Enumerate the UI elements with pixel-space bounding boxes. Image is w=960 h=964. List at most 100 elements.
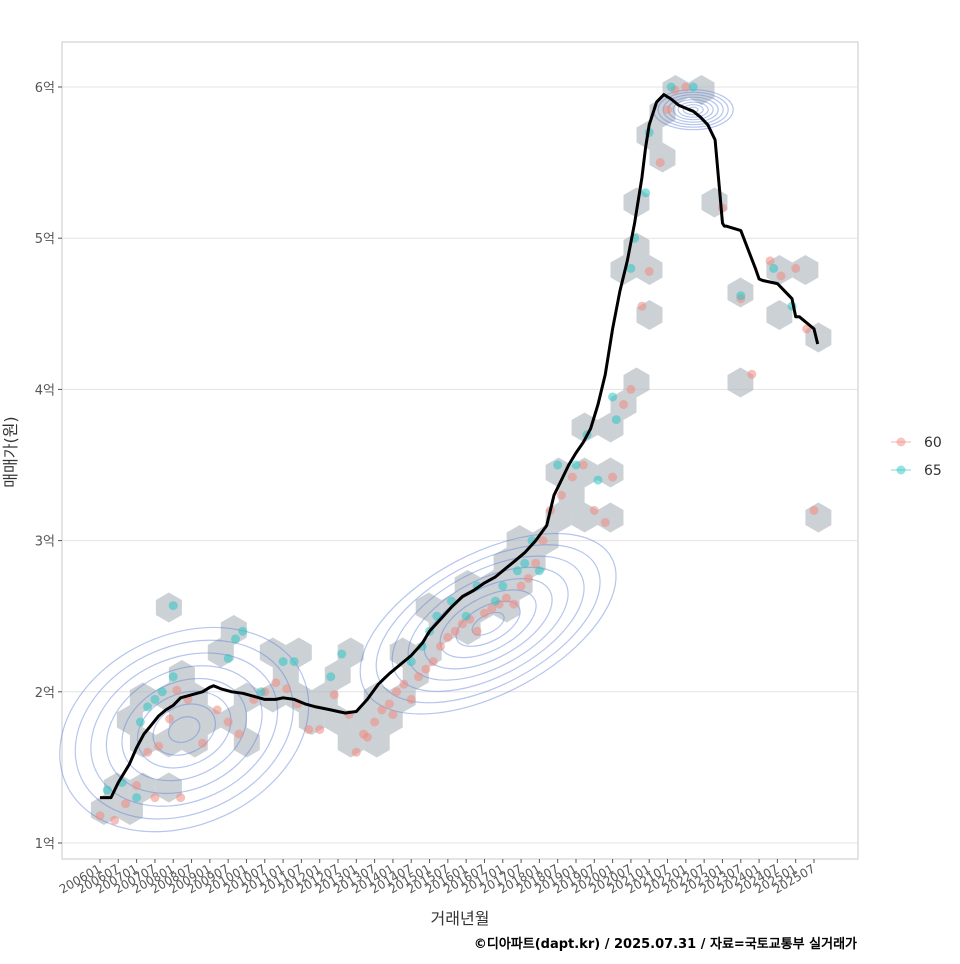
point-series-65 — [337, 649, 347, 659]
point-series-65 — [150, 694, 160, 704]
hexbin-cell — [480, 570, 507, 600]
point-series-60 — [271, 678, 281, 688]
hexbin-cell — [506, 525, 533, 555]
point-series-60 — [608, 472, 618, 482]
density-contour — [90, 652, 279, 807]
hexbin-cell — [168, 660, 195, 690]
point-series-60 — [458, 619, 467, 629]
point-series-65 — [406, 657, 416, 667]
density-contour — [168, 716, 201, 743]
point-series-60 — [172, 685, 182, 695]
point-series-60 — [414, 672, 424, 682]
density-contour — [677, 101, 709, 118]
point-series-60 — [681, 82, 691, 92]
hexbin-cell — [155, 592, 182, 623]
point-series-65 — [157, 687, 167, 697]
point-series-60 — [487, 604, 497, 614]
point-series-60 — [509, 599, 519, 609]
density-contour — [657, 91, 729, 128]
hexbin-cell — [545, 457, 572, 488]
point-series-60 — [450, 626, 460, 636]
point-series-60 — [567, 472, 577, 482]
point-series-65 — [289, 657, 299, 667]
point-series-60 — [480, 608, 489, 618]
point-series-60 — [619, 400, 629, 409]
density-contour — [682, 104, 704, 116]
point-series-60 — [165, 714, 175, 724]
legend-key-65 — [896, 465, 906, 475]
y-tick-label: 2억 — [35, 686, 55, 701]
point-series-60 — [351, 747, 361, 757]
point-series-65 — [168, 601, 178, 611]
trend-line — [100, 93, 820, 800]
point-series-60 — [110, 815, 120, 825]
hexbin-cell — [155, 772, 182, 803]
hexbin-cell — [324, 660, 351, 690]
point-series-65 — [688, 82, 698, 92]
hexbin-cell — [233, 682, 260, 713]
hexbin-cell — [792, 255, 819, 285]
point-series-60 — [516, 581, 526, 591]
point-series-65 — [498, 581, 508, 591]
density-contour — [455, 600, 521, 647]
point-series-65 — [512, 566, 522, 576]
point-series-60 — [392, 687, 402, 697]
density-contour — [391, 555, 585, 693]
point-series-65 — [238, 626, 248, 636]
point-series-60 — [421, 664, 431, 674]
point-series-60 — [399, 679, 409, 689]
hexbin-cell — [311, 682, 338, 713]
density-contour — [359, 532, 617, 715]
density-contour — [105, 665, 263, 795]
point-series-65 — [626, 263, 636, 273]
y-tick-label: 1억 — [35, 837, 55, 852]
point-series-60 — [443, 632, 453, 642]
trend-layer — [100, 93, 820, 800]
point-series-60 — [198, 738, 207, 748]
point-series-60 — [329, 690, 339, 700]
point-series-60 — [556, 490, 566, 500]
point-series-60 — [377, 705, 387, 715]
point-series-60 — [747, 369, 757, 379]
point-series-65 — [534, 566, 544, 576]
point-series-60 — [315, 725, 325, 735]
point-series-60 — [370, 717, 380, 727]
point-series-60 — [359, 729, 369, 739]
hexbin-cell — [558, 480, 585, 510]
point-series-60 — [523, 573, 533, 583]
legend-key-60 — [896, 437, 906, 447]
point-series-65 — [611, 415, 621, 425]
point-series-60 — [406, 694, 416, 704]
x-axis: 2006012006072007012007072008012008072009… — [57, 859, 818, 897]
point-series-60 — [776, 271, 786, 281]
legend-label-65: 65 — [924, 463, 942, 479]
point-series-65 — [490, 596, 500, 606]
hexbin-cell — [727, 367, 754, 398]
density-contour — [74, 639, 294, 820]
point-series-60 — [501, 593, 511, 603]
point-series-60 — [176, 793, 186, 803]
point-series-65 — [256, 687, 266, 697]
hexbin-cell — [597, 457, 624, 488]
point-series-65 — [553, 460, 563, 470]
hexbin-cell — [181, 682, 208, 713]
density-contour — [59, 626, 310, 833]
point-series-65 — [135, 717, 145, 727]
point-series-60 — [143, 747, 153, 757]
point-series-60 — [154, 741, 164, 751]
point-series-65 — [168, 672, 178, 682]
hexbin-cell — [337, 637, 364, 668]
point-series-65 — [666, 82, 676, 92]
point-series-60 — [223, 717, 233, 727]
hexbin-cell — [155, 727, 182, 758]
point-series-60 — [600, 518, 610, 527]
point-series-65 — [571, 460, 581, 470]
point-series-65 — [461, 611, 471, 621]
y-axis-label: 매매가(원) — [1, 416, 20, 487]
point-series-60 — [436, 641, 445, 651]
density-contour — [136, 690, 232, 769]
point-series-65 — [326, 672, 336, 682]
point-series-60 — [428, 657, 438, 667]
point-series-65 — [608, 392, 618, 402]
points-layer — [95, 82, 819, 825]
